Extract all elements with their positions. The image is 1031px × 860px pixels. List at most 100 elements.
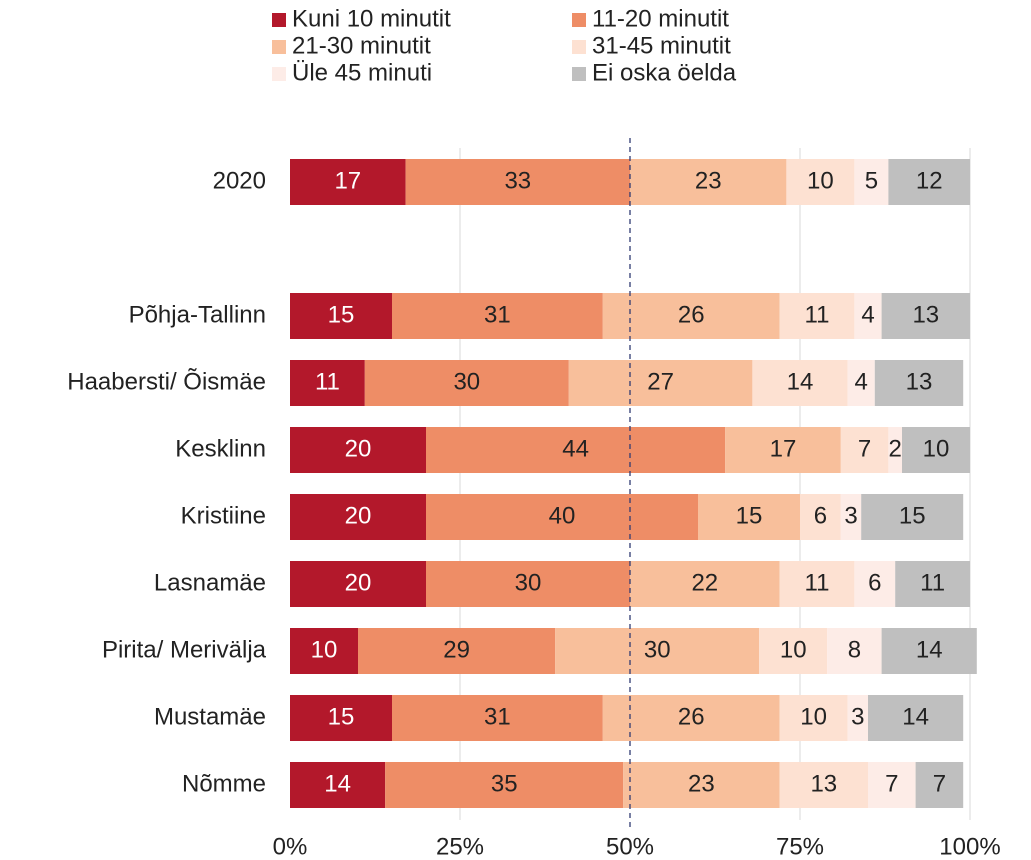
bar-segment (752, 360, 848, 406)
bar-segment (902, 427, 970, 473)
x-tick-label: 75% (776, 833, 824, 860)
bar-segment (555, 628, 760, 674)
data-label: 22 (691, 569, 718, 596)
bar-segment (779, 762, 868, 808)
data-label: 23 (688, 770, 715, 797)
bar-segment (827, 628, 882, 674)
data-label: 7 (858, 435, 871, 462)
y-tick-label: Lasnamäe (154, 569, 266, 596)
data-label: 26 (678, 703, 705, 730)
legend-label: 21-30 minutit (292, 32, 431, 59)
bar-segment (800, 494, 841, 540)
data-label: 10 (807, 167, 834, 194)
bar-segment (888, 159, 970, 205)
bar-segment (290, 628, 358, 674)
y-tick-label: Nõmme (182, 770, 266, 797)
bar-segment (602, 695, 780, 741)
data-label: 30 (515, 569, 542, 596)
data-label: 7 (933, 770, 946, 797)
legend-swatch (272, 13, 286, 27)
legend-label: Kuni 10 minutit (292, 5, 451, 32)
legend-label: Üle 45 minuti (292, 59, 432, 86)
data-label: 10 (800, 703, 827, 730)
data-label: 5 (865, 167, 878, 194)
data-label: 17 (334, 167, 361, 194)
bar-segment (385, 762, 624, 808)
data-label: 26 (678, 301, 705, 328)
bar-segment (290, 360, 365, 406)
data-label: 20 (345, 435, 372, 462)
legend-swatch (572, 40, 586, 54)
data-label: 4 (861, 301, 874, 328)
data-label: 10 (311, 636, 338, 663)
bar-segment (426, 427, 726, 473)
bar-segment (623, 762, 780, 808)
data-label: 7 (885, 770, 898, 797)
data-label: 30 (453, 368, 480, 395)
bar-segment (630, 159, 787, 205)
bar-segment (358, 628, 556, 674)
y-tick-label: Põhja-Tallinn (129, 301, 266, 328)
data-label: 20 (345, 502, 372, 529)
bar-segment (847, 360, 875, 406)
bar-segment (915, 762, 964, 808)
data-label: 15 (328, 703, 355, 730)
bar-segment (290, 293, 392, 339)
bar-segment (290, 561, 426, 607)
y-tick-label: Mustamäe (154, 703, 266, 730)
bar-segment (698, 494, 800, 540)
data-label: 15 (899, 502, 926, 529)
bar-segment (895, 561, 970, 607)
x-tick-label: 0% (273, 833, 308, 860)
data-label: 14 (787, 368, 814, 395)
data-label: 3 (844, 502, 857, 529)
bar-segment (779, 695, 848, 741)
bar-segment (290, 494, 426, 540)
data-label: 17 (770, 435, 797, 462)
data-label: 13 (906, 368, 933, 395)
data-label: 13 (912, 301, 939, 328)
y-tick-label: Haabersti/ Õismäe (67, 367, 266, 395)
x-tick-label: 50% (606, 833, 654, 860)
data-label: 31 (484, 703, 511, 730)
data-label: 15 (328, 301, 355, 328)
bar-segment (854, 561, 896, 607)
bar-segment (840, 494, 862, 540)
data-label: 31 (484, 301, 511, 328)
bar-segment (861, 494, 964, 540)
data-label: 27 (647, 368, 674, 395)
data-label: 3 (851, 703, 864, 730)
data-label: 10 (923, 435, 950, 462)
bar-segment (779, 561, 855, 607)
bar-segment (392, 293, 603, 339)
legend-swatch (272, 40, 286, 54)
bar-segment (290, 427, 426, 473)
bar-segment (786, 159, 855, 205)
data-label: 13 (810, 770, 837, 797)
data-label: 14 (902, 703, 929, 730)
data-label: 15 (736, 502, 763, 529)
data-label: 11 (315, 368, 340, 395)
bar-segment (868, 762, 916, 808)
bar-segment (881, 628, 977, 674)
bar-segment (881, 293, 970, 339)
data-label: 10 (780, 636, 807, 663)
bar-segment (854, 159, 889, 205)
data-label: 44 (562, 435, 589, 462)
y-tick-label: Kesklinn (175, 435, 266, 462)
legend-swatch (272, 67, 286, 81)
legend-label: 11-20 minutit (592, 5, 729, 32)
x-tick-label: 25% (436, 833, 484, 860)
data-label: 40 (549, 502, 576, 529)
bar-segment (779, 293, 855, 339)
bar-segment (630, 561, 780, 607)
legend-label: 31-45 minutit (592, 32, 731, 59)
y-tick-label: 2020 (213, 167, 266, 194)
bar-segment (602, 293, 780, 339)
bar-segment (874, 360, 964, 406)
data-label: 20 (345, 569, 372, 596)
data-label: 4 (855, 368, 868, 395)
data-label: 11 (805, 569, 830, 596)
data-label: 12 (916, 167, 943, 194)
